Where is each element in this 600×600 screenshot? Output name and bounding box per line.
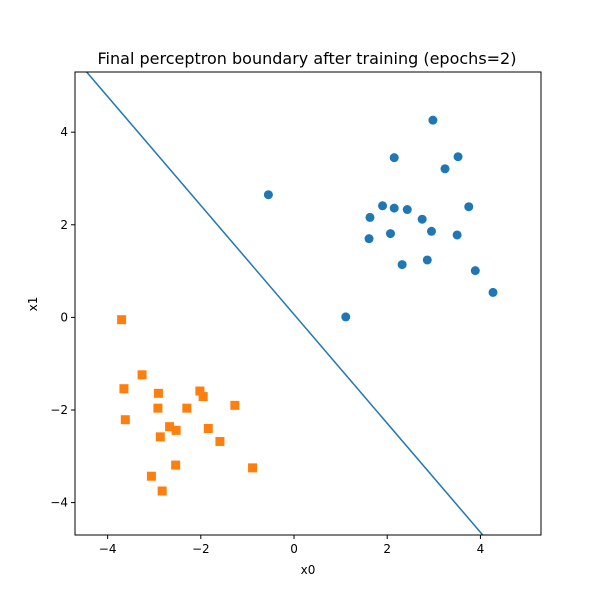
y-tick-label: −4 — [50, 496, 68, 510]
data-point-circle — [453, 152, 463, 162]
y-axis-label: x1 — [26, 297, 40, 312]
data-point-circle — [428, 115, 438, 125]
data-point-square — [120, 415, 130, 425]
data-point-square — [137, 370, 147, 380]
y-tick-label: −2 — [50, 403, 68, 417]
data-point-circle — [470, 266, 480, 276]
data-point-square — [146, 471, 156, 481]
chart-title: Final perceptron boundary after training… — [98, 49, 517, 68]
data-point-square — [117, 315, 127, 325]
data-point-circle — [389, 153, 399, 163]
x-tick-label: −4 — [99, 542, 117, 556]
data-point-square — [248, 463, 258, 473]
data-point-square — [171, 460, 181, 470]
data-point-square — [153, 403, 163, 413]
x-tick-label: 0 — [290, 542, 298, 556]
y-tick-label: 2 — [60, 218, 68, 232]
data-point-circle — [263, 190, 273, 200]
data-point-circle — [464, 202, 474, 212]
data-point-square — [119, 384, 129, 394]
axes-frame — [74, 71, 542, 536]
data-point-square — [203, 424, 213, 434]
data-point-square — [195, 386, 205, 396]
x-tick-label: 2 — [383, 542, 391, 556]
data-point-circle — [365, 212, 375, 222]
data-point-circle — [417, 214, 427, 224]
data-point-square — [157, 486, 167, 496]
data-point-circle — [341, 312, 351, 322]
data-point-circle — [488, 287, 498, 297]
data-point-square — [153, 388, 163, 398]
data-point-circle — [364, 234, 374, 244]
y-tick-label: 0 — [60, 310, 68, 324]
data-point-square — [215, 436, 225, 446]
decision-boundary-line — [86, 72, 484, 535]
data-point-square — [182, 403, 192, 413]
axis-ticks: −4 −2 0 2 4 −4 −2 0 2 4 — [50, 125, 484, 556]
data-point-square — [155, 432, 165, 442]
x-axis-label: x0 — [301, 563, 316, 577]
y-tick-label: 4 — [60, 125, 68, 139]
x-tick-label: 4 — [477, 542, 485, 556]
x-tick-label: −2 — [192, 542, 210, 556]
plot-area — [86, 72, 498, 535]
data-point-circle — [397, 260, 407, 270]
data-point-circle — [385, 229, 395, 239]
data-point-circle — [378, 201, 388, 211]
data-point-square — [198, 392, 208, 402]
data-point-circle — [422, 255, 432, 265]
data-point-circle — [452, 230, 462, 240]
data-point-circle — [426, 226, 436, 236]
data-point-square — [230, 400, 240, 410]
data-point-square — [171, 425, 181, 435]
data-point-circle — [389, 203, 399, 213]
data-point-circle — [440, 164, 450, 174]
data-point-circle — [402, 205, 412, 215]
data-point-square — [165, 422, 175, 432]
